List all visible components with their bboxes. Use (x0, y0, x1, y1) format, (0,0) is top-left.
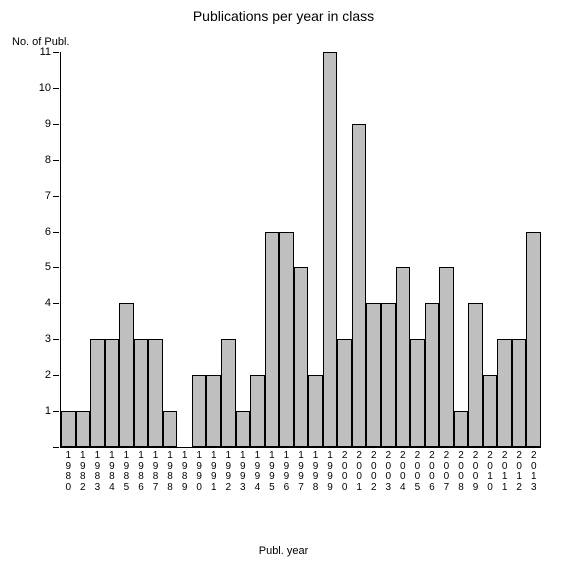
x-tick-label: 1980 (65, 451, 71, 493)
bar (512, 339, 527, 447)
y-tick (53, 411, 59, 412)
y-tick (53, 375, 59, 376)
bar (76, 411, 91, 447)
bar (526, 232, 541, 447)
y-tick-label: 3 (45, 333, 51, 345)
bar (61, 411, 76, 447)
y-tick (53, 196, 59, 197)
bar (119, 303, 134, 447)
y-tick-label: 10 (39, 82, 51, 94)
x-tick-label: 1990 (196, 451, 202, 493)
x-tick-label: 2007 (444, 451, 450, 493)
x-tick-label: 1999 (327, 451, 333, 493)
bar (90, 339, 105, 447)
bar (352, 124, 367, 447)
x-tick-label: 1998 (313, 451, 319, 493)
x-tick-label: 1997 (298, 451, 304, 493)
bar (250, 375, 265, 447)
y-tick-label: 4 (45, 297, 51, 309)
bar (148, 339, 163, 447)
x-tick-label: 1993 (240, 451, 246, 493)
x-tick-label: 1987 (153, 451, 159, 493)
x-tick-label: 2002 (371, 451, 377, 493)
chart-title: Publications per year in class (0, 8, 567, 24)
y-tick-label: 8 (45, 154, 51, 166)
bar (497, 339, 512, 447)
y-tick (53, 339, 59, 340)
x-tick-label: 1996 (284, 451, 290, 493)
bar (236, 411, 251, 447)
y-tick (53, 52, 59, 53)
x-tick-label: 2001 (356, 451, 362, 493)
y-tick (53, 232, 59, 233)
y-tick (53, 303, 59, 304)
x-tick-label: 2012 (516, 451, 522, 493)
bar (337, 339, 352, 447)
y-tick (53, 160, 59, 161)
x-tick-label: 2013 (531, 451, 537, 493)
x-tick-label: 2009 (473, 451, 479, 493)
y-tick (53, 267, 59, 268)
x-tick-label: 2008 (458, 451, 464, 493)
x-tick-label: 1983 (95, 451, 101, 493)
x-tick-label: 1995 (269, 451, 275, 493)
y-tick-label: 5 (45, 261, 51, 273)
x-tick-label: 2005 (415, 451, 421, 493)
bar (468, 303, 483, 447)
x-tick-label: 1982 (80, 451, 86, 493)
bar (366, 303, 381, 447)
plot-area: 1234567891011198019821983198419851986198… (60, 52, 541, 448)
y-tick-label: 2 (45, 369, 51, 381)
bar (483, 375, 498, 447)
bar (425, 303, 440, 447)
x-tick-label: 2004 (400, 451, 406, 493)
x-tick-label: 2006 (429, 451, 435, 493)
bar (279, 232, 294, 447)
y-tick-label: 9 (45, 118, 51, 130)
x-tick-label: 1994 (255, 451, 261, 493)
x-tick-label: 1986 (138, 451, 144, 493)
y-tick (53, 447, 59, 448)
bar (454, 411, 469, 447)
bar (105, 339, 120, 447)
bar (192, 375, 207, 447)
y-tick-label: 1 (45, 405, 51, 417)
bar (323, 52, 338, 447)
x-tick-label: 1984 (109, 451, 115, 493)
chart-container: Publications per year in class No. of Pu… (0, 0, 567, 567)
bar (294, 267, 309, 447)
y-tick (53, 88, 59, 89)
x-tick-label: 1985 (124, 451, 130, 493)
bar (396, 267, 411, 447)
bar (206, 375, 221, 447)
x-tick-label: 1992 (225, 451, 231, 493)
bar (439, 267, 454, 447)
x-tick-label: 1991 (211, 451, 217, 493)
bar (221, 339, 236, 447)
bar (134, 339, 149, 447)
x-tick-label: 2011 (502, 451, 508, 493)
y-tick-label: 6 (45, 226, 51, 238)
bar (163, 411, 178, 447)
bar (381, 303, 396, 447)
y-tick-label: 11 (40, 46, 51, 58)
bar (410, 339, 425, 447)
x-tick-label: 2010 (487, 451, 493, 493)
x-tick-label: 1989 (182, 451, 188, 493)
y-tick (53, 124, 59, 125)
bar (308, 375, 323, 447)
y-tick-label: 7 (45, 190, 51, 202)
bar (265, 232, 280, 447)
x-tick-label: 2003 (385, 451, 391, 493)
x-tick-label: 2000 (342, 451, 348, 493)
x-axis-label: Publ. year (0, 545, 567, 557)
x-tick-label: 1988 (167, 451, 173, 493)
